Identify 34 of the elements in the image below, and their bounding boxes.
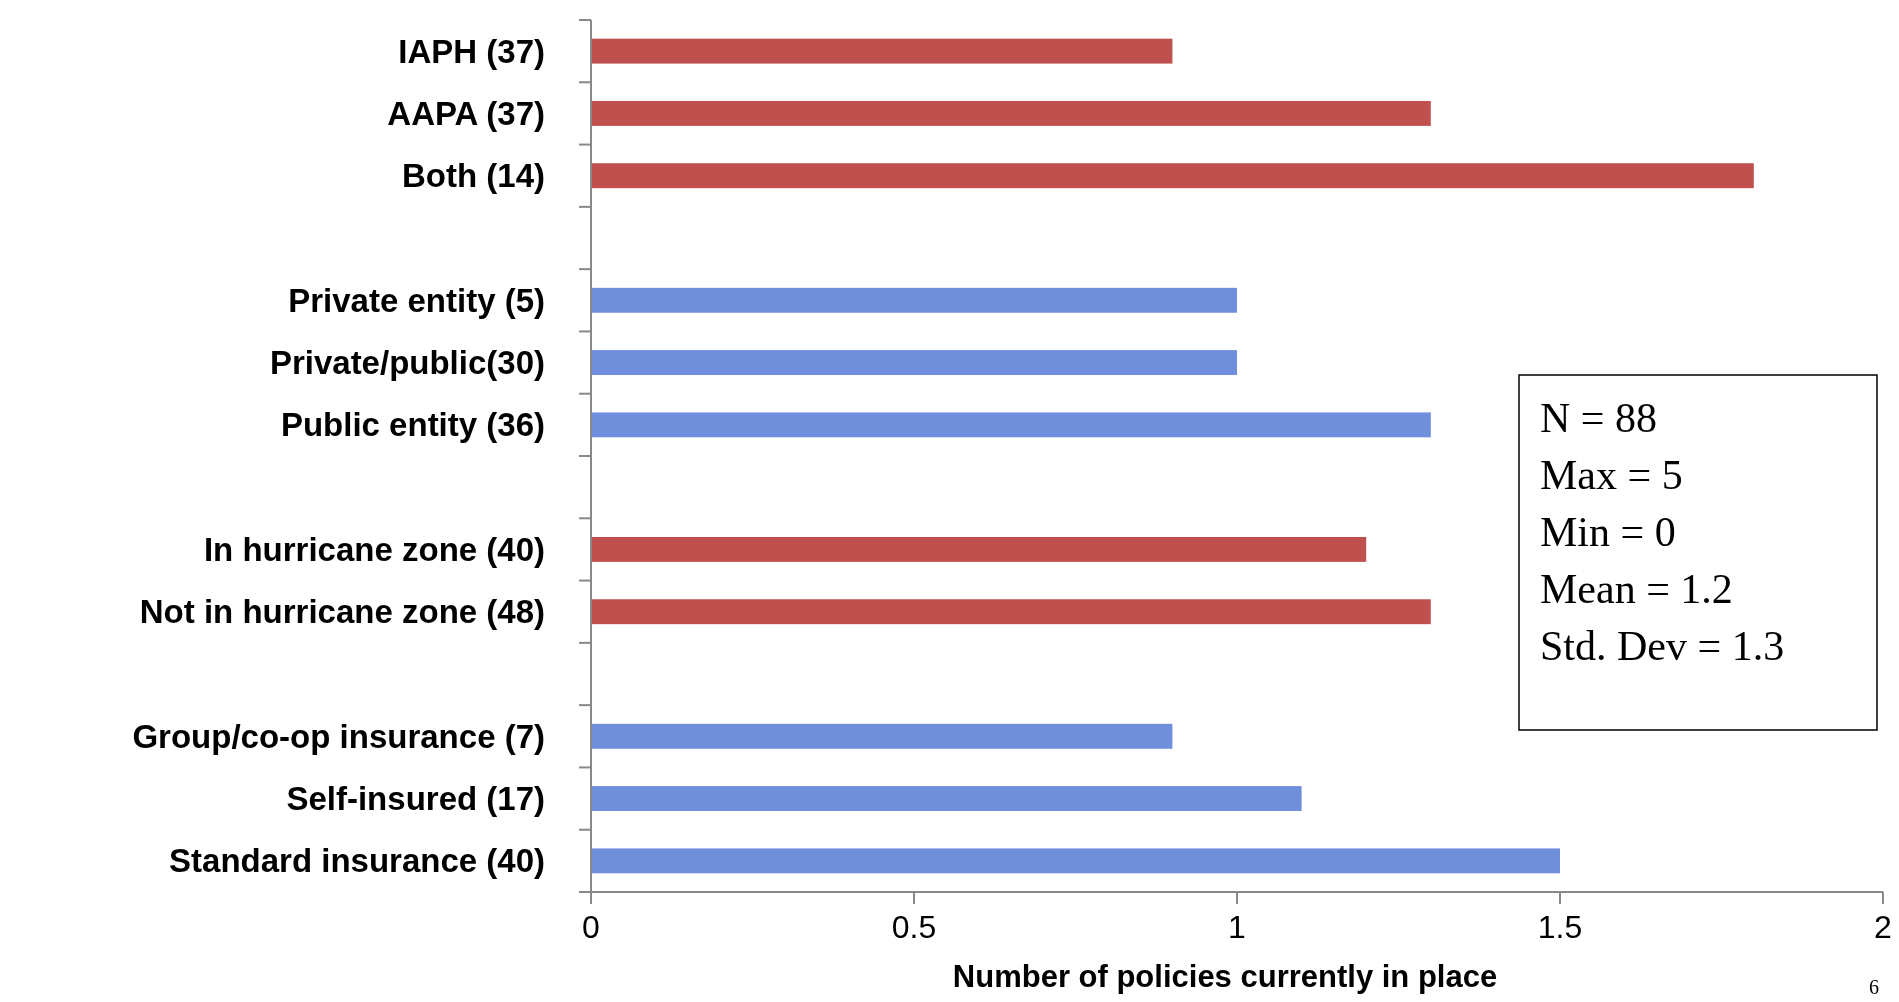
annotation: N = 88 [1540, 395, 1658, 441]
bar [591, 100, 1431, 126]
annotation: Std. Dev = 1.3 [1540, 623, 1785, 669]
bar [591, 599, 1431, 625]
bar [591, 723, 1173, 749]
bar [591, 848, 1560, 874]
y-tick-label: Self-insured (17) [286, 780, 545, 818]
bar [591, 163, 1754, 189]
x-tick-label: 1 [1228, 909, 1246, 945]
bar [591, 38, 1173, 64]
x-tick-label: 1.5 [1537, 909, 1583, 945]
text: 6 [1869, 976, 1879, 998]
y-tick-label: AAPA (37) [387, 94, 545, 132]
bar [591, 350, 1237, 376]
y-tick-label: Public entity (36) [280, 406, 545, 444]
annotation: Min = 0 [1540, 509, 1676, 555]
bar [591, 412, 1431, 438]
y-tick-label: IAPH (37) [398, 32, 545, 70]
y-tick-label: In hurricane zone (40) [203, 530, 545, 568]
bar [591, 536, 1367, 562]
y-tick-label: Standard insurance (40) [169, 842, 545, 880]
annotation: Max = 5 [1540, 452, 1683, 498]
x-tick-label: 0 [582, 909, 600, 945]
y-tick-label: Group/co-op insurance (7) [132, 717, 545, 755]
x-axis-title: Number of policies currently in place [952, 959, 1498, 994]
x-tick-label: 2 [1874, 909, 1892, 945]
annotation: Mean = 1.2 [1540, 566, 1733, 612]
x-tick-label: 0.5 [891, 909, 937, 945]
y-tick-label: Not in hurricane zone (48) [139, 593, 545, 631]
bar [591, 786, 1302, 812]
y-tick-label: Private entity (5) [288, 281, 545, 319]
bar [591, 287, 1237, 313]
y-tick-label: Both (14) [402, 157, 545, 195]
y-tick-label: Private/public(30) [269, 344, 545, 382]
